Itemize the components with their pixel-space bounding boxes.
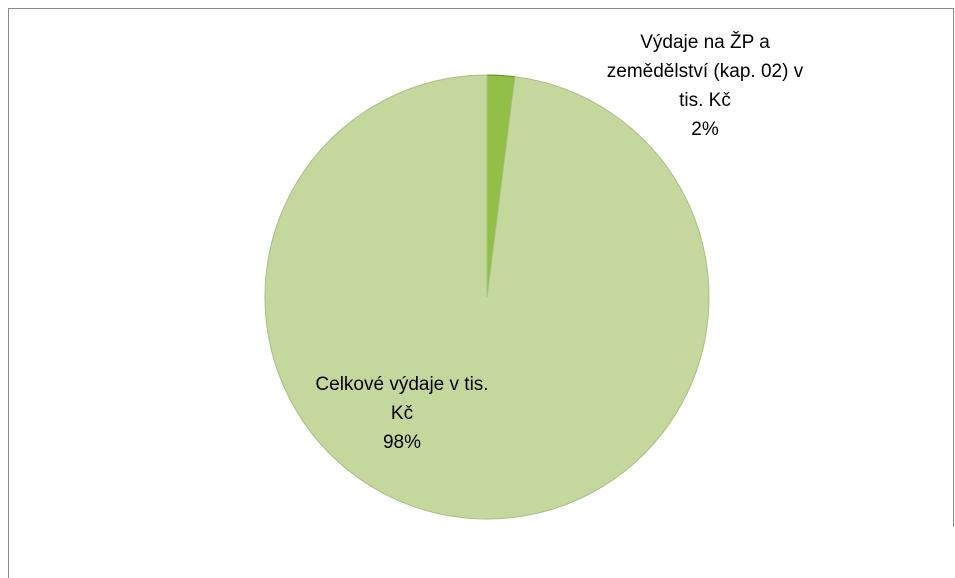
value-label: 2% (691, 119, 719, 140)
category-label: Výdaje na ŽP a zemědělství (kap. 02) v t… (606, 32, 804, 111)
category-label: Celkové výdaje v tis. Kč (315, 374, 489, 424)
data-label: Výdaje na ŽP a zemědělství (kap. 02) v t… (600, 28, 810, 144)
data-label: Celkové výdaje v tis. Kč 98% (312, 370, 492, 457)
chart-frame (8, 8, 954, 578)
pie-slice (264, 74, 710, 520)
value-label: 98% (382, 432, 422, 453)
